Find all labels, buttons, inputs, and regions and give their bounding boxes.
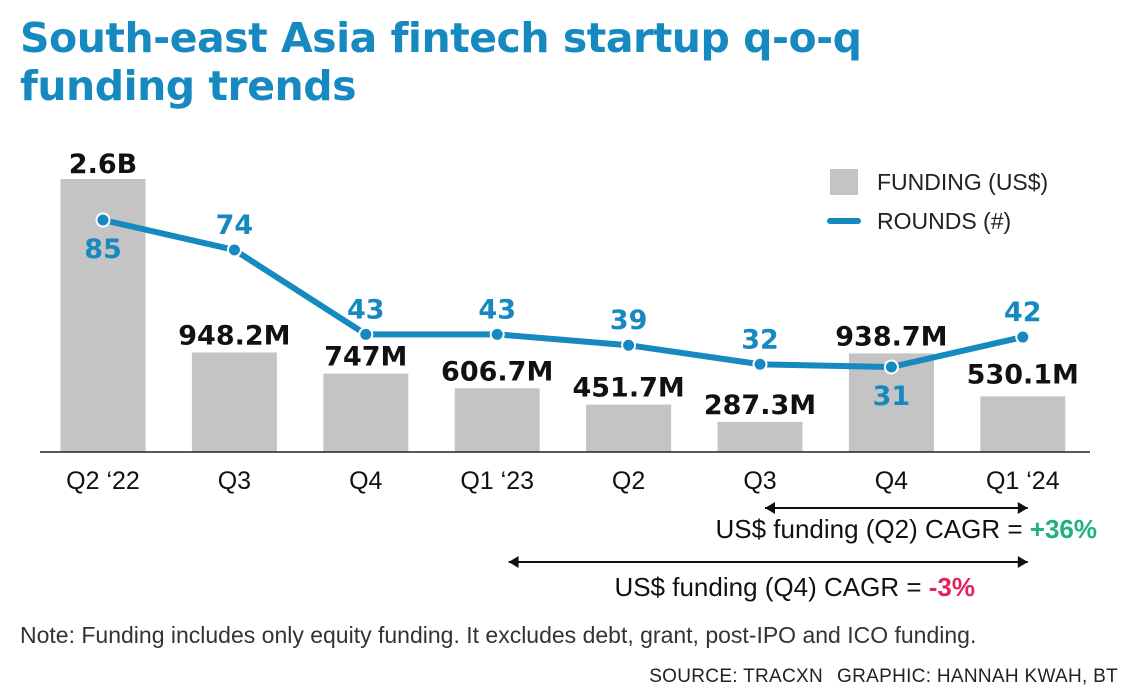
rounds-data-label: 39	[610, 305, 648, 336]
legend-swatch-funding	[830, 169, 858, 195]
x-tick-label: Q1 ‘23	[460, 467, 534, 495]
funding-data-label: 451.7M	[572, 373, 684, 404]
x-tick-label: Q3	[743, 467, 776, 495]
rounds-data-label: 43	[347, 294, 385, 325]
annotations-group: US$ funding (Q2) CAGR = +36%US$ funding …	[508, 502, 1097, 602]
source-label: SOURCE: TRACXN	[649, 666, 824, 687]
cagr-q4-annotation-value: -3%	[929, 572, 975, 602]
footnote: Note: Funding includes only equity fundi…	[20, 622, 977, 648]
x-ticks-group: Q2 ‘22 Q3 Q4 Q1 ‘23 Q2 Q3 Q4 Q1 ‘24	[66, 467, 1060, 495]
funding-data-label: 938.7M	[835, 321, 947, 352]
rounds-data-label: 42	[1004, 297, 1042, 328]
x-tick-label: Q4	[349, 467, 382, 495]
rounds-data-label: 74	[216, 210, 254, 241]
cagr-q2-annotation-text: US$ funding (Q2) CAGR =	[715, 514, 1029, 544]
rounds-point	[226, 242, 242, 258]
funding-bar	[454, 388, 540, 452]
x-tick-label: Q2 ‘22	[66, 467, 140, 495]
rounds-line	[100, 217, 1026, 370]
funding-bar	[717, 421, 803, 452]
bar-labels-group: 2.6B 948.2M 747M 606.7M 451.7M 287.3M 938.7M 53…	[69, 149, 1079, 421]
legend-label-rounds: ROUNDS (#)	[877, 208, 1011, 234]
x-tick-label: Q2	[612, 467, 645, 495]
funding-data-label: 948.2M	[178, 320, 290, 351]
rounds-point	[883, 359, 899, 375]
cagr-q4-annotation-text: US$ funding (Q4) CAGR =	[614, 572, 928, 602]
cagr-q2-arrow-head-left	[765, 502, 775, 514]
rounds-point	[752, 356, 768, 372]
rounds-data-label: 31	[873, 381, 911, 412]
funding-data-label: 2.6B	[69, 149, 137, 180]
legend-label-funding: FUNDING (US$)	[877, 169, 1048, 195]
rounds-point	[95, 212, 111, 228]
funding-data-label: 287.3M	[704, 390, 816, 421]
funding-data-label: 606.7M	[441, 356, 553, 387]
funding-bar	[191, 352, 277, 452]
cagr-q4-annotation: US$ funding (Q4) CAGR = -3%	[614, 572, 975, 602]
x-tick-label: Q3	[218, 467, 251, 495]
bars-group	[60, 179, 1066, 452]
x-tick-label: Q4	[875, 467, 908, 495]
rounds-point	[489, 326, 505, 342]
funding-bar	[980, 396, 1066, 452]
funding-bar	[323, 373, 409, 452]
x-tick-label: Q1 ‘24	[986, 467, 1060, 495]
legend: FUNDING (US$) ROUNDS (#)	[827, 169, 1048, 234]
chart-title: South-east Asia fintech startup q-o-q fu…	[20, 14, 862, 110]
rounds-data-label: 32	[741, 324, 779, 355]
cagr-q2-annotation-value: +36%	[1030, 514, 1097, 544]
graphic-credit: GRAPHIC: HANNAH KWAH, BT	[837, 666, 1118, 687]
funding-data-label: 747M	[324, 342, 407, 373]
rounds-point	[358, 326, 374, 342]
cagr-q2-arrow-head-right	[1017, 502, 1028, 514]
rounds-data-label: 85	[84, 234, 122, 265]
rounds-point	[1015, 329, 1031, 345]
cagr-q4-arrow-head-right	[1017, 556, 1028, 568]
funding-data-label: 530.1M	[967, 359, 1079, 390]
source-credit: SOURCE: TRACXN GRAPHIC: HANNAH KWAH, BT	[649, 666, 1118, 688]
rounds-point	[621, 337, 637, 353]
rounds-data-label: 43	[478, 294, 516, 325]
rounds-line-group: 85 74 43 43 39 32 31 42	[84, 210, 1041, 412]
chart-svg: 2.6B 948.2M 747M 606.7M 451.7M 287.3M 938.7M 53…	[40, 149, 1097, 602]
cagr-q2-annotation: US$ funding (Q2) CAGR = +36%	[715, 514, 1097, 544]
cagr-q4-arrow-head-left	[508, 556, 519, 568]
funding-bar	[586, 404, 672, 452]
